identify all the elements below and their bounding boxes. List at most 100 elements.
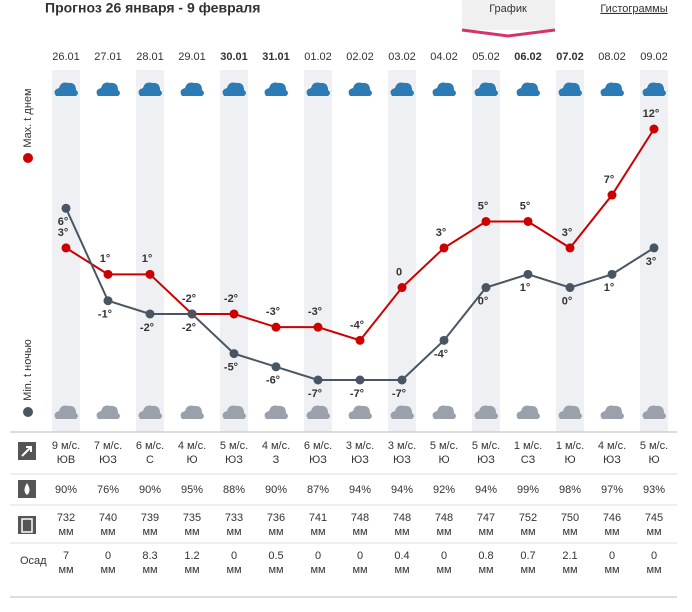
unit: мм xyxy=(562,526,577,538)
pressure: 748 xyxy=(393,512,411,524)
unit: мм xyxy=(58,526,73,538)
unit: мм xyxy=(562,564,577,576)
tab-bg[interactable] xyxy=(462,0,555,30)
value-label: -2° xyxy=(224,293,238,305)
unit: мм xyxy=(352,526,367,538)
point xyxy=(481,283,491,293)
value-label: -3° xyxy=(266,306,280,318)
humidity: 90% xyxy=(139,484,161,496)
precip: 1.2 xyxy=(184,550,199,562)
wind-speed: 9 м/с. xyxy=(52,440,80,452)
pressure: 732 xyxy=(57,512,75,524)
value-label: 1° xyxy=(100,253,111,265)
point xyxy=(187,309,197,319)
night-icon xyxy=(642,405,666,419)
humidity: 76% xyxy=(97,484,119,496)
unit: мм xyxy=(520,526,535,538)
pressure: 752 xyxy=(519,512,537,524)
wind-dir: З xyxy=(273,454,280,466)
date: 02.02 xyxy=(346,51,374,63)
precip: 0 xyxy=(441,550,447,562)
humidity: 99% xyxy=(517,484,539,496)
day-icon xyxy=(558,82,582,96)
point xyxy=(397,375,407,385)
day-icon xyxy=(222,82,246,96)
pressure: 747 xyxy=(477,512,495,524)
day-icon xyxy=(600,82,624,96)
day-icon xyxy=(54,82,78,96)
night-icon xyxy=(138,405,162,419)
night-icon xyxy=(600,405,624,419)
unit: мм xyxy=(184,564,199,576)
humidity: 92% xyxy=(433,484,455,496)
unit: мм xyxy=(604,526,619,538)
night-icon xyxy=(558,405,582,419)
wind-speed: 3 м/с. xyxy=(346,440,374,452)
pressure: 740 xyxy=(99,512,117,524)
day-icon xyxy=(306,82,330,96)
point xyxy=(481,216,491,226)
value-label: 12° xyxy=(643,108,660,120)
humidity: 98% xyxy=(559,484,581,496)
date: 01.02 xyxy=(304,51,332,63)
point xyxy=(397,283,407,293)
night-icon xyxy=(474,405,498,419)
value-label: -2° xyxy=(182,293,196,305)
precip: 0 xyxy=(315,550,321,562)
point xyxy=(229,309,239,319)
wind-speed: 6 м/с. xyxy=(136,440,164,452)
humidity: 94% xyxy=(391,484,413,496)
wind-dir: ЮЗ xyxy=(99,454,117,466)
point xyxy=(145,309,155,319)
precip: 0 xyxy=(651,550,657,562)
value-label: 1° xyxy=(520,282,531,294)
column-bg xyxy=(304,70,332,432)
pressure: 735 xyxy=(183,512,201,524)
point xyxy=(649,124,659,134)
point xyxy=(313,375,323,385)
point xyxy=(145,269,155,279)
wind-arrow xyxy=(21,446,32,457)
night-icon xyxy=(264,405,288,419)
date: 31.01 xyxy=(262,51,290,63)
wind-dir: ЮВ xyxy=(57,454,75,466)
wind-speed: 5 м/с. xyxy=(640,440,668,452)
point xyxy=(565,243,575,253)
tab[interactable]: График xyxy=(489,3,527,15)
humidity: 93% xyxy=(643,484,665,496)
unit: мм xyxy=(352,564,367,576)
pressure: 748 xyxy=(351,512,369,524)
precip: 7 xyxy=(63,550,69,562)
value-label: 1° xyxy=(142,253,153,265)
date: 28.01 xyxy=(136,51,164,63)
unit: мм xyxy=(184,526,199,538)
pressure: 741 xyxy=(309,512,327,524)
point xyxy=(355,375,365,385)
legend-label: Max. t днем xyxy=(22,88,34,147)
wind-dir: ЮЗ xyxy=(477,454,495,466)
pressure: 736 xyxy=(267,512,285,524)
value-label: 5° xyxy=(520,200,531,212)
unit: мм xyxy=(478,564,493,576)
humidity: 87% xyxy=(307,484,329,496)
pressure: 746 xyxy=(603,512,621,524)
point xyxy=(313,322,323,332)
day-icon xyxy=(180,82,204,96)
humidity: 90% xyxy=(265,484,287,496)
date: 30.01 xyxy=(220,51,248,63)
point xyxy=(271,322,281,332)
wind-speed: 4 м/с. xyxy=(262,440,290,452)
value-label: -7° xyxy=(350,388,364,400)
precip: 0.7 xyxy=(520,550,535,562)
unit: мм xyxy=(268,526,283,538)
precip: 0 xyxy=(231,550,237,562)
wind-speed: 3 м/с. xyxy=(388,440,416,452)
night-icon xyxy=(432,405,456,419)
value-label: 0° xyxy=(562,295,573,307)
day-icon xyxy=(390,82,414,96)
day-icon xyxy=(264,82,288,96)
tab[interactable]: Гистограммы xyxy=(600,3,667,15)
wind-speed: 5 м/с. xyxy=(220,440,248,452)
value-label: -4° xyxy=(434,348,448,360)
value-label: 0° xyxy=(478,295,489,307)
